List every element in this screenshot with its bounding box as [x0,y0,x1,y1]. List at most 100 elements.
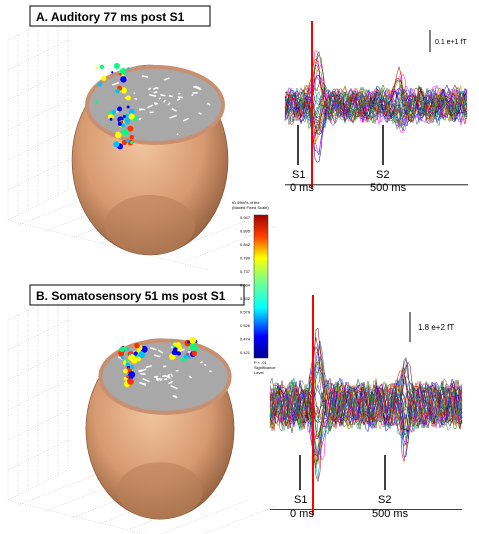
brain-texture [155,378,159,381]
colorbar-caption: ID 95th% of the [232,200,260,205]
activation [111,71,114,74]
s1-time: 0 ms [290,508,314,520]
brain-texture [141,75,149,78]
brain-slice [85,65,225,145]
activation [176,351,182,356]
colorbar-caption: (Maxed Fixed Scale) [232,205,269,210]
activation [133,351,138,356]
activation [128,108,135,115]
s2-time: 500 ms [370,182,407,194]
trace [269,389,463,423]
waveforms [269,21,468,515]
brain-texture [147,104,154,109]
brain-texture [194,85,201,90]
activation [187,340,190,344]
brain-texture [139,381,147,386]
activation [120,87,127,94]
trace [269,380,463,461]
colorbar [253,214,269,359]
activation [130,356,138,364]
activation [127,378,134,385]
activation [119,67,127,75]
brain-texture [158,97,162,100]
colorbar-tick: 0.632 [240,296,251,301]
brain-texture [170,385,178,390]
brain-texture [153,90,158,94]
brain-texture [159,378,163,382]
grid-line [7,469,69,501]
activation [129,134,134,140]
trace [269,385,463,458]
brain-texture [176,133,179,136]
brain-texture [203,363,207,367]
activation [129,364,135,370]
trace [284,91,468,145]
colorbar-tick: 0.947 [240,215,251,220]
activation [187,355,191,359]
brain-texture [139,368,147,373]
s1-label: S1 [294,494,307,506]
trace [284,54,468,125]
trace [284,87,468,135]
brain-texture [111,81,120,86]
brain-texture [142,378,150,383]
brain-texture [149,346,157,351]
s2-label: S2 [378,494,391,506]
activation [128,353,132,356]
activation [109,117,113,121]
activation [123,376,128,381]
activation [126,375,130,379]
activation [121,74,125,77]
title-box [29,284,245,306]
activation [128,371,136,378]
trace [284,90,468,123]
colorbar-footer: Significance [254,365,276,370]
activation [117,106,123,112]
brain-texture [166,373,171,378]
activation [120,355,125,360]
grid-line [7,219,209,271]
activation [118,72,122,76]
activation [123,368,128,374]
activation [127,67,130,70]
activation [111,109,117,115]
s1-time: 0 ms [290,182,314,194]
activation [107,114,114,120]
grid-line [157,219,249,256]
brain-texture [153,375,159,378]
colorbar-footer: Level [254,370,264,375]
brain-texture [160,93,166,97]
activation [175,342,181,348]
colorbar-tick: 0.842 [240,242,251,247]
scale-label: 0.1 e+1 fT [435,39,467,46]
brain-texture [206,102,211,106]
activation [173,340,177,343]
brain-texture [153,354,161,358]
activation [125,95,131,101]
colorbar-tick: 0.579 [240,310,251,315]
activation [117,121,122,126]
activation [122,114,126,118]
activation [125,359,129,363]
grid-line [7,189,69,221]
colorbar-tick: 0.789 [240,256,251,261]
brain-texture [152,87,157,91]
colorbar-tick: 0.526 [240,323,251,328]
trace [269,327,463,429]
activation [191,350,197,357]
colorbar-tick: 0.421 [240,350,251,355]
brain-texture [179,348,185,353]
brain-texture [176,98,181,101]
activation [97,82,103,87]
activation [113,141,120,148]
s2-label: S2 [376,169,389,181]
brain-texture [169,114,177,119]
activation [95,100,99,104]
brain-texture [192,85,201,90]
head-renders [71,62,235,520]
activation [113,62,120,69]
brain-texture [182,117,189,122]
colorbar-tick: 0.684 [240,283,251,288]
s2-time: 500 ms [372,508,409,520]
